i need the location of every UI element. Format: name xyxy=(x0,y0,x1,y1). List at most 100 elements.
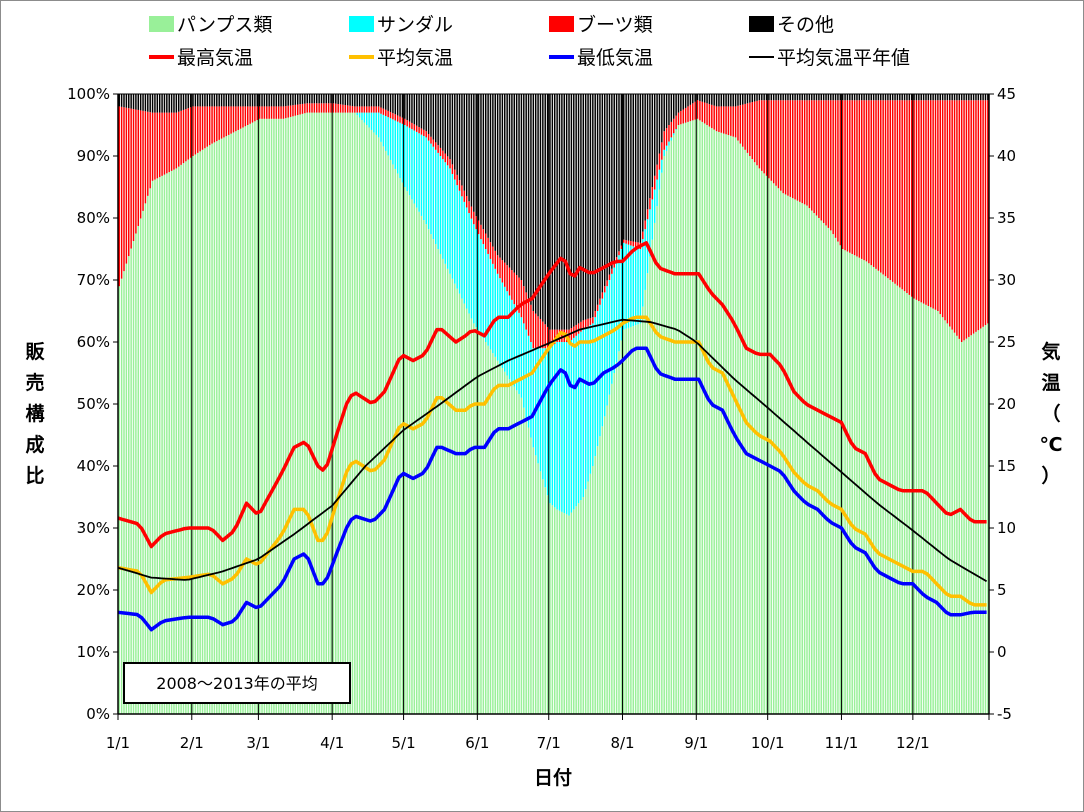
bar-segment-2 xyxy=(465,207,468,309)
bar-segment-1 xyxy=(423,220,425,714)
right-tick-label: 40 xyxy=(997,147,1016,165)
day-bar xyxy=(753,94,756,714)
bar-segment-1 xyxy=(903,291,906,714)
day-bar xyxy=(254,94,256,714)
day-bar xyxy=(639,94,642,714)
day-bar xyxy=(811,94,813,714)
bar-segment-2 xyxy=(539,348,542,472)
day-bar xyxy=(120,94,123,714)
bar-segment-4 xyxy=(218,94,220,107)
day-bar xyxy=(139,94,142,714)
day-bar xyxy=(427,94,430,714)
day-bar xyxy=(492,94,494,714)
bar-segment-4 xyxy=(718,94,720,107)
x-tick-label: 9/1 xyxy=(684,734,708,752)
bar-segment-4 xyxy=(684,94,687,108)
day-bar xyxy=(549,94,551,714)
bar-segment-2 xyxy=(435,149,437,245)
day-bar xyxy=(137,94,140,714)
day-bar xyxy=(713,94,715,714)
day-bar xyxy=(806,94,808,714)
day-bar xyxy=(901,94,903,714)
bar-segment-3 xyxy=(180,110,182,165)
bar-segment-1 xyxy=(189,157,192,714)
day-bar xyxy=(263,94,266,715)
bar-segment-1 xyxy=(216,141,218,714)
bar-segment-2 xyxy=(473,224,475,324)
bar-segment-2 xyxy=(558,342,561,511)
bar-segment-1 xyxy=(373,132,375,714)
day-bar xyxy=(180,94,182,715)
day-bar xyxy=(473,94,475,714)
bar-segment-4 xyxy=(158,94,161,113)
bar-segment-3 xyxy=(268,106,270,119)
bar-segment-3 xyxy=(382,108,385,115)
bar-segment-3 xyxy=(408,121,411,128)
bar-segment-3 xyxy=(247,106,249,125)
day-bar xyxy=(656,94,658,714)
bar-segment-1 xyxy=(335,112,337,715)
bar-segment-4 xyxy=(351,94,354,107)
bar-segment-1 xyxy=(332,112,335,715)
day-bar xyxy=(244,94,247,715)
day-bar xyxy=(494,94,496,714)
bar-segment-4 xyxy=(941,94,944,101)
bar-segment-3 xyxy=(608,274,611,280)
bar-segment-3 xyxy=(401,117,404,124)
day-bar xyxy=(784,94,787,714)
day-bar xyxy=(837,94,839,714)
bar-segment-1 xyxy=(406,191,408,714)
bar-segment-4 xyxy=(582,94,585,321)
bar-segment-3 xyxy=(330,103,332,113)
bar-segment-3 xyxy=(737,105,739,141)
bar-segment-4 xyxy=(563,94,565,330)
bar-segment-3 xyxy=(601,292,604,299)
bar-segment-4 xyxy=(539,94,542,319)
bar-segment-2 xyxy=(370,112,373,130)
bar-segment-3 xyxy=(527,298,530,336)
day-bar xyxy=(675,94,677,715)
bar-segment-3 xyxy=(482,229,485,245)
bar-segment-1 xyxy=(182,163,185,715)
day-bar xyxy=(227,94,230,715)
bar-segment-3 xyxy=(634,241,637,248)
bar-segment-3 xyxy=(208,106,211,146)
bar-segment-4 xyxy=(477,94,480,221)
y-axis-title-right: 気温（℃） xyxy=(1039,340,1062,487)
bar-segment-4 xyxy=(473,94,475,212)
day-bar xyxy=(668,94,670,715)
bar-segment-1 xyxy=(504,371,506,714)
bar-segment-4 xyxy=(827,94,830,101)
bar-segment-4 xyxy=(380,94,382,108)
day-bar xyxy=(370,94,373,714)
bar-segment-1 xyxy=(827,227,830,715)
bar-segment-3 xyxy=(156,112,159,179)
bar-segment-3 xyxy=(232,106,235,133)
bar-segment-3 xyxy=(496,255,499,274)
bar-segment-2 xyxy=(415,131,418,208)
bar-segment-4 xyxy=(915,94,918,101)
bar-segment-3 xyxy=(392,113,394,120)
bar-segment-4 xyxy=(499,94,501,258)
day-bar xyxy=(306,94,308,715)
day-bar xyxy=(406,94,408,714)
bar-segment-1 xyxy=(358,117,361,714)
bar-segment-3 xyxy=(611,268,613,274)
bar-segment-3 xyxy=(727,106,730,136)
day-bar xyxy=(223,94,225,714)
legend-label: 最低気温 xyxy=(577,47,653,69)
bar-segment-2 xyxy=(470,218,473,319)
bar-segment-1 xyxy=(239,128,242,715)
bar-segment-1 xyxy=(439,253,442,714)
bar-segment-3 xyxy=(865,100,868,262)
day-bar xyxy=(256,94,259,715)
axis-title-char: 比 xyxy=(25,465,44,487)
day-bar xyxy=(142,94,144,714)
day-bar xyxy=(570,94,573,714)
bar-segment-4 xyxy=(128,94,130,109)
day-bar xyxy=(358,94,361,714)
bar-segment-2 xyxy=(668,141,670,146)
bar-segment-3 xyxy=(427,133,430,141)
bar-segment-1 xyxy=(627,327,630,714)
bar-segment-3 xyxy=(646,209,649,220)
